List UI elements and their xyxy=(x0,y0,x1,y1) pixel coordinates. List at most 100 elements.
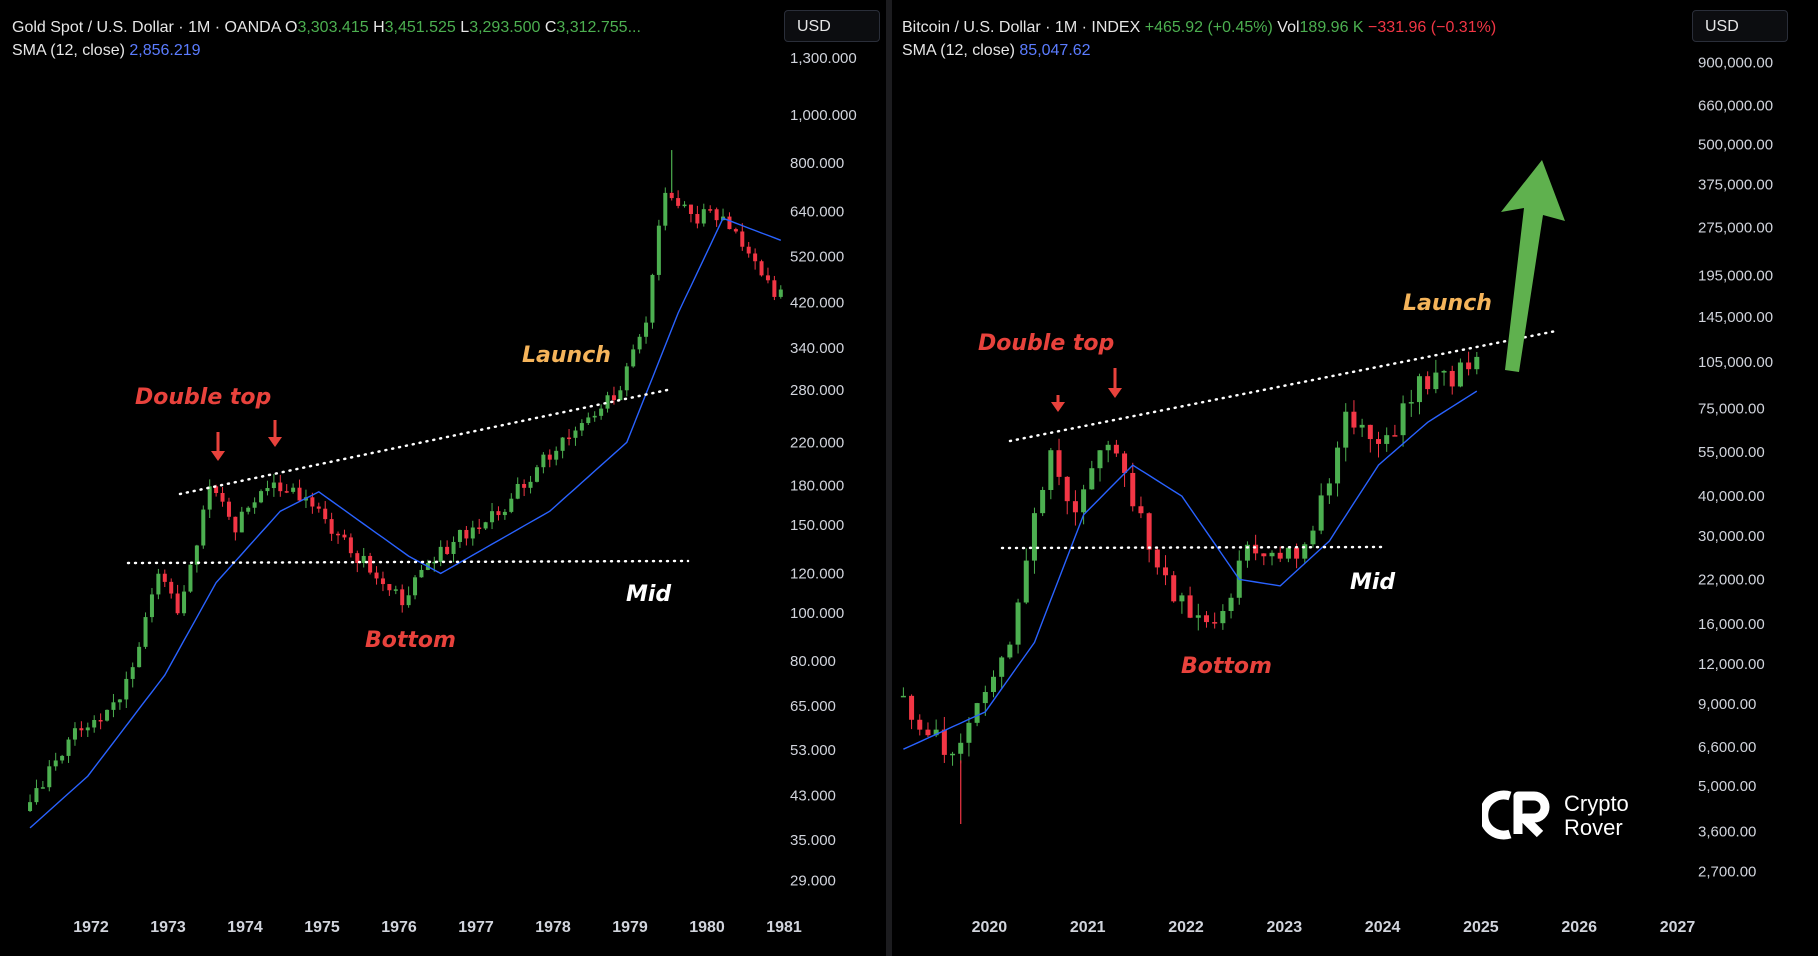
open-value: 3,303.415 xyxy=(297,19,369,36)
candle-body xyxy=(169,581,174,594)
candle-body xyxy=(284,491,289,493)
price-axis-label: 30,000.00 xyxy=(1698,528,1765,545)
candle-body xyxy=(457,529,462,542)
candle-body xyxy=(162,573,167,582)
bitcoin-price-chart[interactable]: 900,000.00 660,000.00 500,000.00 375,000.00… xyxy=(892,0,1818,956)
candle-body xyxy=(528,481,533,488)
candle-body xyxy=(348,537,353,554)
candle-body xyxy=(432,561,437,564)
candle-body xyxy=(380,578,385,585)
price-axis-label: 105,000.00 xyxy=(1698,354,1773,371)
candle-body xyxy=(1228,597,1234,612)
candle-body xyxy=(1449,370,1455,387)
candle-body xyxy=(1031,513,1037,561)
price-axis-label: 29.000 xyxy=(790,873,836,890)
candle-body xyxy=(1441,370,1447,373)
volume-label: Vol xyxy=(1277,19,1300,36)
candle-body xyxy=(53,760,58,767)
candle-body xyxy=(579,423,584,431)
bitcoin-chart-panel[interactable]: Bitcoin / U.S. Dollar · 1M · INDEX +465.… xyxy=(892,0,1818,956)
candle-body xyxy=(695,213,700,224)
candle-body xyxy=(265,488,270,492)
candle-body xyxy=(778,289,783,297)
sma-label[interactable]: SMA (12, close) xyxy=(902,42,1015,59)
candle-body xyxy=(534,467,539,482)
sma-value: 85,047.62 xyxy=(1019,42,1091,59)
candle-body xyxy=(1318,495,1324,531)
candle-body xyxy=(1097,450,1103,469)
candle-body xyxy=(753,253,758,262)
candle-body xyxy=(1392,435,1398,437)
candle-body xyxy=(502,511,507,516)
time-axis-label: 1975 xyxy=(304,919,340,936)
candle-body xyxy=(239,511,244,533)
candle-body xyxy=(406,595,411,606)
candle-body xyxy=(727,216,732,230)
price-axis-label: 145,000.00 xyxy=(1698,309,1773,326)
candle-body xyxy=(933,729,939,736)
candle-body xyxy=(66,739,71,756)
candle-body xyxy=(34,788,39,803)
candle-body xyxy=(966,722,972,743)
candle-body xyxy=(445,546,450,554)
gold-price-chart[interactable]: 1,300.000 1,000.000 800.000 640.000 520.000 4… xyxy=(0,0,886,956)
time-axis-label: 1981 xyxy=(766,919,802,936)
launch-label: Launch xyxy=(1403,291,1492,316)
candle-body xyxy=(1351,411,1357,428)
candle-body xyxy=(291,487,296,492)
sma-label[interactable]: SMA (12, close) xyxy=(12,42,125,59)
gold-symbol-title[interactable]: Gold Spot / U.S. Dollar · 1M · OANDA xyxy=(12,19,281,36)
high-value: 3,451.525 xyxy=(384,19,456,36)
currency-button[interactable]: USD xyxy=(1692,10,1788,42)
candle-body xyxy=(605,395,610,409)
time-axis-label: 1974 xyxy=(227,919,263,936)
candle-body xyxy=(477,527,482,530)
candle-body xyxy=(925,729,931,736)
candle-body xyxy=(1089,468,1095,490)
candle-body xyxy=(759,261,764,276)
candle-body xyxy=(958,742,964,754)
price-axis-label: 150.000 xyxy=(790,517,844,534)
candle-body xyxy=(592,415,597,418)
candle-body xyxy=(438,546,443,562)
candle-body xyxy=(28,802,33,812)
candle-body xyxy=(85,727,90,731)
candle-body xyxy=(772,280,777,297)
candle-body xyxy=(252,502,257,508)
bitcoin-symbol-title[interactable]: Bitcoin / U.S. Dollar · 1M · INDEX xyxy=(902,19,1141,36)
panel-divider[interactable] xyxy=(886,0,892,956)
candle-body xyxy=(226,501,231,517)
candle-body xyxy=(1433,372,1439,390)
double-top-arrowhead xyxy=(268,437,282,447)
candle-body xyxy=(188,564,193,592)
currency-button[interactable]: USD xyxy=(784,10,880,42)
candle-body xyxy=(1195,615,1201,618)
price-axis-label: 1,000.000 xyxy=(790,107,857,124)
gold-chart-panel[interactable]: Gold Spot / U.S. Dollar · 1M · OANDA O3,… xyxy=(0,0,886,956)
time-axis-label: 1977 xyxy=(458,919,494,936)
price-axis-label: 800.000 xyxy=(790,155,844,172)
candle-body xyxy=(175,593,180,614)
bitcoin-legend: Bitcoin / U.S. Dollar · 1M · INDEX +465.… xyxy=(902,16,1496,62)
candle-body xyxy=(355,553,360,563)
candle-body xyxy=(98,720,103,722)
price-axis-label: 120.000 xyxy=(790,565,844,582)
price-axis-label: 100.000 xyxy=(790,605,844,622)
candle-body xyxy=(387,584,392,591)
candle-body xyxy=(271,482,276,489)
candle-body xyxy=(740,231,745,247)
price-axis-label: 40,000.00 xyxy=(1698,488,1765,505)
time-axis-label: 2025 xyxy=(1463,919,1499,936)
candle-body xyxy=(560,437,565,451)
candle-body xyxy=(182,591,187,614)
candle-body xyxy=(573,430,578,438)
mid-label: Mid xyxy=(1350,570,1395,595)
candle-body xyxy=(1400,403,1406,436)
candle-body xyxy=(1130,472,1136,507)
mid-support-line xyxy=(1000,545,1388,550)
candle-body xyxy=(1015,602,1021,645)
candle-body xyxy=(1146,513,1152,550)
candle-body xyxy=(92,720,97,728)
candle-body xyxy=(1253,544,1259,554)
candle-body xyxy=(72,728,77,740)
